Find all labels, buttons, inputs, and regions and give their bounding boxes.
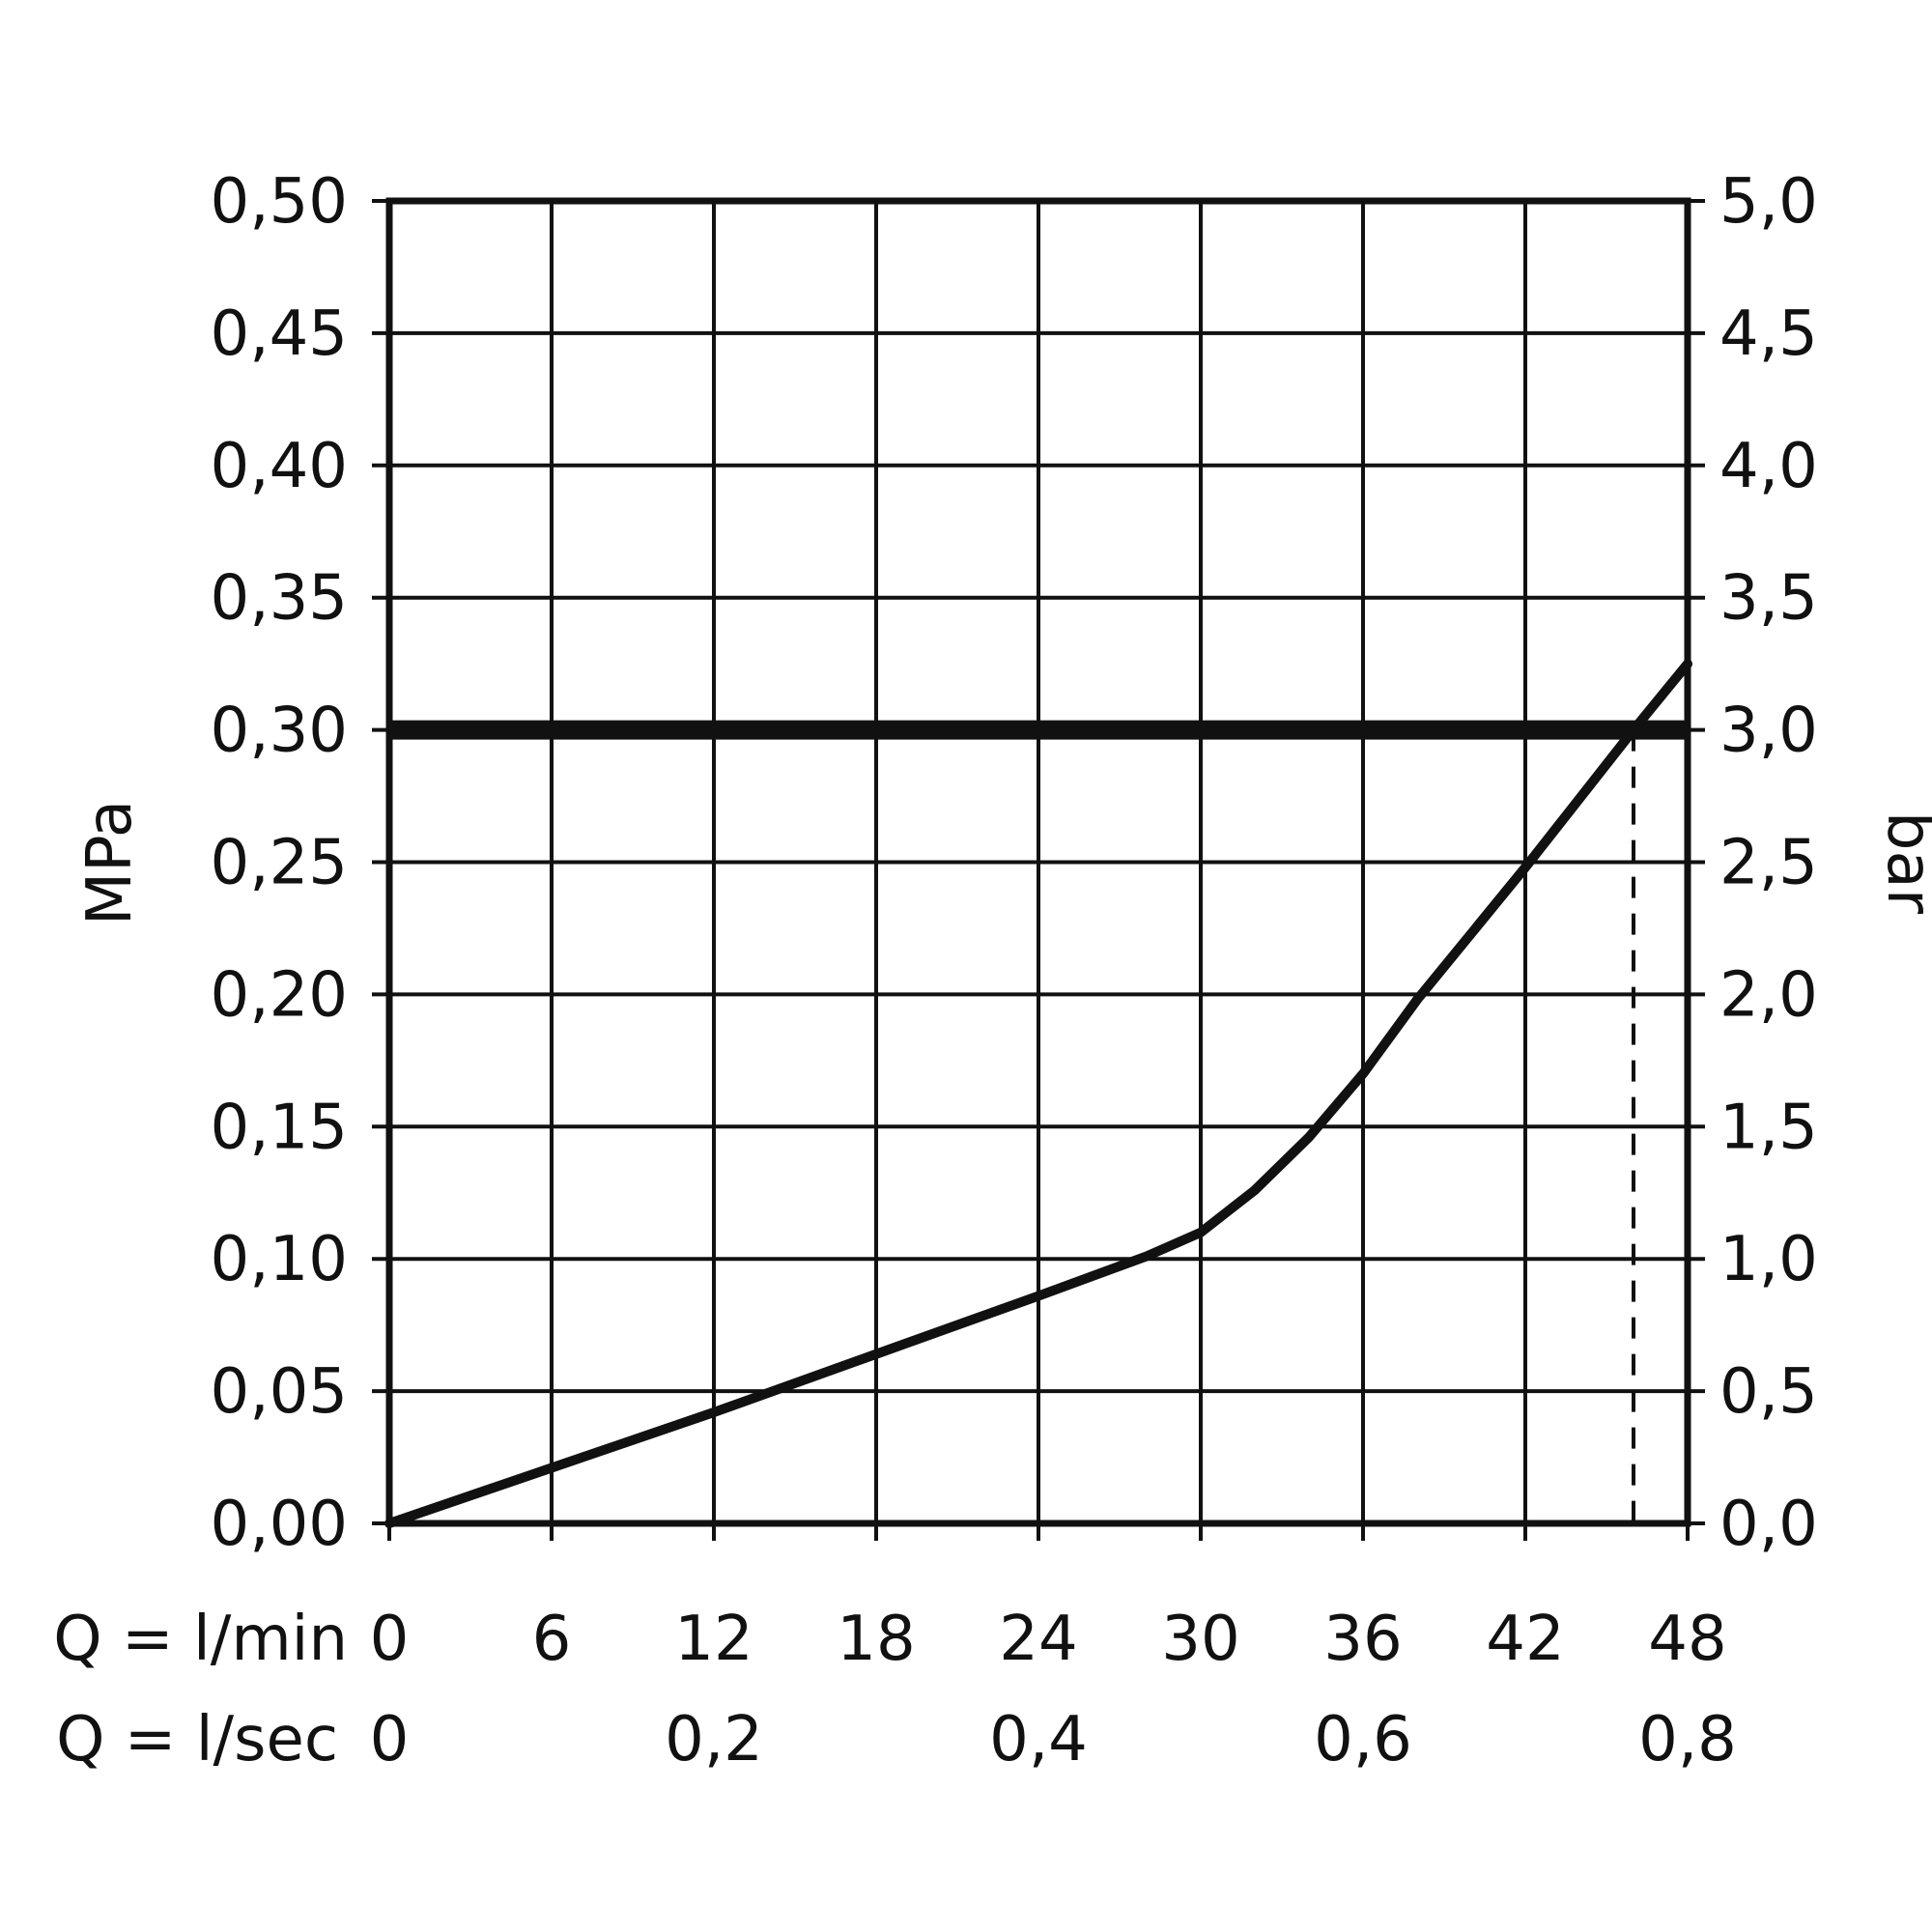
y-right-tick-label: 0,5 (1719, 1356, 1818, 1428)
y-left-tick-label: 0,05 (211, 1356, 349, 1428)
reference-lines (389, 720, 1688, 1523)
x-primary-axis-title: Q = l/min (53, 1604, 348, 1675)
y-left-tick-label: 0,35 (211, 563, 349, 635)
y-left-tick-label: 0,20 (211, 959, 349, 1031)
x-secondary-tick-label: 0,8 (1638, 1704, 1737, 1776)
y-right-tick-label: 2,5 (1719, 828, 1818, 899)
y-right-tick-label: 4,0 (1719, 431, 1818, 502)
y-left-tick-label: 0,40 (211, 431, 349, 502)
y-left-tick-label: 0,30 (211, 696, 349, 767)
y-left-tick-label: 0,45 (211, 298, 349, 370)
y-left-tick-label: 0,50 (211, 166, 349, 238)
x-primary-tick-label: 48 (1648, 1604, 1726, 1675)
x-secondary-tick-label: 0,6 (1314, 1704, 1412, 1776)
y-left-tick-label: 0,25 (211, 828, 349, 899)
y-left-axis-title: MPa (74, 800, 146, 925)
x-secondary-tick-label: 0,4 (989, 1704, 1088, 1776)
labels: 0,00 0,00,05 0,50,10 1,00,15 1,50,20 2,00,25 2… (53, 166, 1932, 1776)
y-right-tick-label: 1,5 (1719, 1092, 1818, 1163)
y-right-tick-label: 0,0 (1719, 1489, 1818, 1560)
x-primary-tick-label: 0 (370, 1604, 410, 1675)
y-right-tick-label: 3,5 (1719, 563, 1818, 635)
series-line (384, 659, 1692, 1528)
series (384, 659, 1692, 1528)
x-secondary-tick-label: 0 (370, 1704, 410, 1776)
y-right-tick-label: 5,0 (1719, 166, 1818, 238)
y-right-axis-title: bar (1873, 811, 1932, 915)
x-primary-tick-label: 12 (674, 1604, 753, 1675)
x-primary-tick-label: 6 (532, 1604, 572, 1675)
x-primary-tick-label: 24 (999, 1604, 1077, 1675)
grid (385, 197, 1691, 1527)
ticks (372, 199, 1705, 1541)
y-right-tick-label: 3,0 (1719, 696, 1818, 767)
x-secondary-axis-title: Q = l/sec (56, 1704, 338, 1776)
x-primary-tick-label: 30 (1161, 1604, 1239, 1675)
y-left-tick-label: 0,15 (211, 1092, 349, 1163)
y-right-tick-label: 2,0 (1719, 959, 1818, 1031)
y-right-tick-label: 4,5 (1719, 298, 1818, 370)
y-left-tick-label: 0,00 (211, 1489, 349, 1560)
y-right-tick-label: 1,0 (1719, 1224, 1818, 1295)
x-primary-tick-label: 18 (837, 1604, 915, 1675)
x-secondary-tick-label: 0,2 (665, 1704, 763, 1776)
x-primary-tick-label: 36 (1323, 1604, 1402, 1675)
y-left-tick-label: 0,10 (211, 1224, 349, 1295)
x-primary-tick-label: 42 (1486, 1604, 1564, 1675)
